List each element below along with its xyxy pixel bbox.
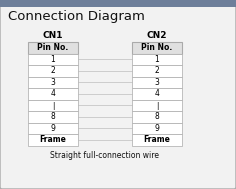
Text: 4: 4 (155, 89, 160, 98)
Text: Connection Diagram: Connection Diagram (8, 10, 145, 23)
Bar (28, 88, 78, 99)
Bar (28, 111, 78, 122)
Text: Pin No.: Pin No. (141, 43, 173, 52)
Bar (132, 88, 182, 99)
FancyBboxPatch shape (0, 4, 236, 189)
Bar (28, 53, 78, 65)
Text: Frame: Frame (143, 135, 170, 144)
Bar (0, 0, 236, 7)
Text: 3: 3 (51, 78, 55, 87)
Bar (132, 111, 182, 122)
Text: 2: 2 (155, 66, 159, 75)
Text: 1: 1 (51, 55, 55, 64)
Bar (132, 77, 182, 88)
Bar (28, 122, 78, 134)
Text: 9: 9 (155, 124, 160, 133)
Text: 8: 8 (155, 112, 159, 121)
Text: 3: 3 (155, 78, 160, 87)
Bar (28, 134, 78, 146)
Text: ❘: ❘ (154, 101, 160, 110)
Bar (28, 77, 78, 88)
Text: 8: 8 (51, 112, 55, 121)
Text: 9: 9 (51, 124, 55, 133)
Bar (132, 42, 182, 53)
Bar (132, 122, 182, 134)
Text: CN2: CN2 (147, 31, 167, 40)
Text: CN1: CN1 (43, 31, 63, 40)
Bar (28, 65, 78, 77)
Text: Frame: Frame (40, 135, 67, 144)
Text: 2: 2 (51, 66, 55, 75)
Bar (132, 53, 182, 65)
Bar (132, 134, 182, 146)
Text: 1: 1 (155, 55, 159, 64)
Bar (28, 42, 78, 53)
Bar (132, 65, 182, 77)
Text: 4: 4 (51, 89, 55, 98)
Text: Pin No.: Pin No. (37, 43, 69, 52)
Text: ❘: ❘ (50, 101, 56, 110)
Text: Straight full-connection wire: Straight full-connection wire (51, 150, 160, 160)
Bar (28, 99, 78, 111)
Bar (132, 99, 182, 111)
